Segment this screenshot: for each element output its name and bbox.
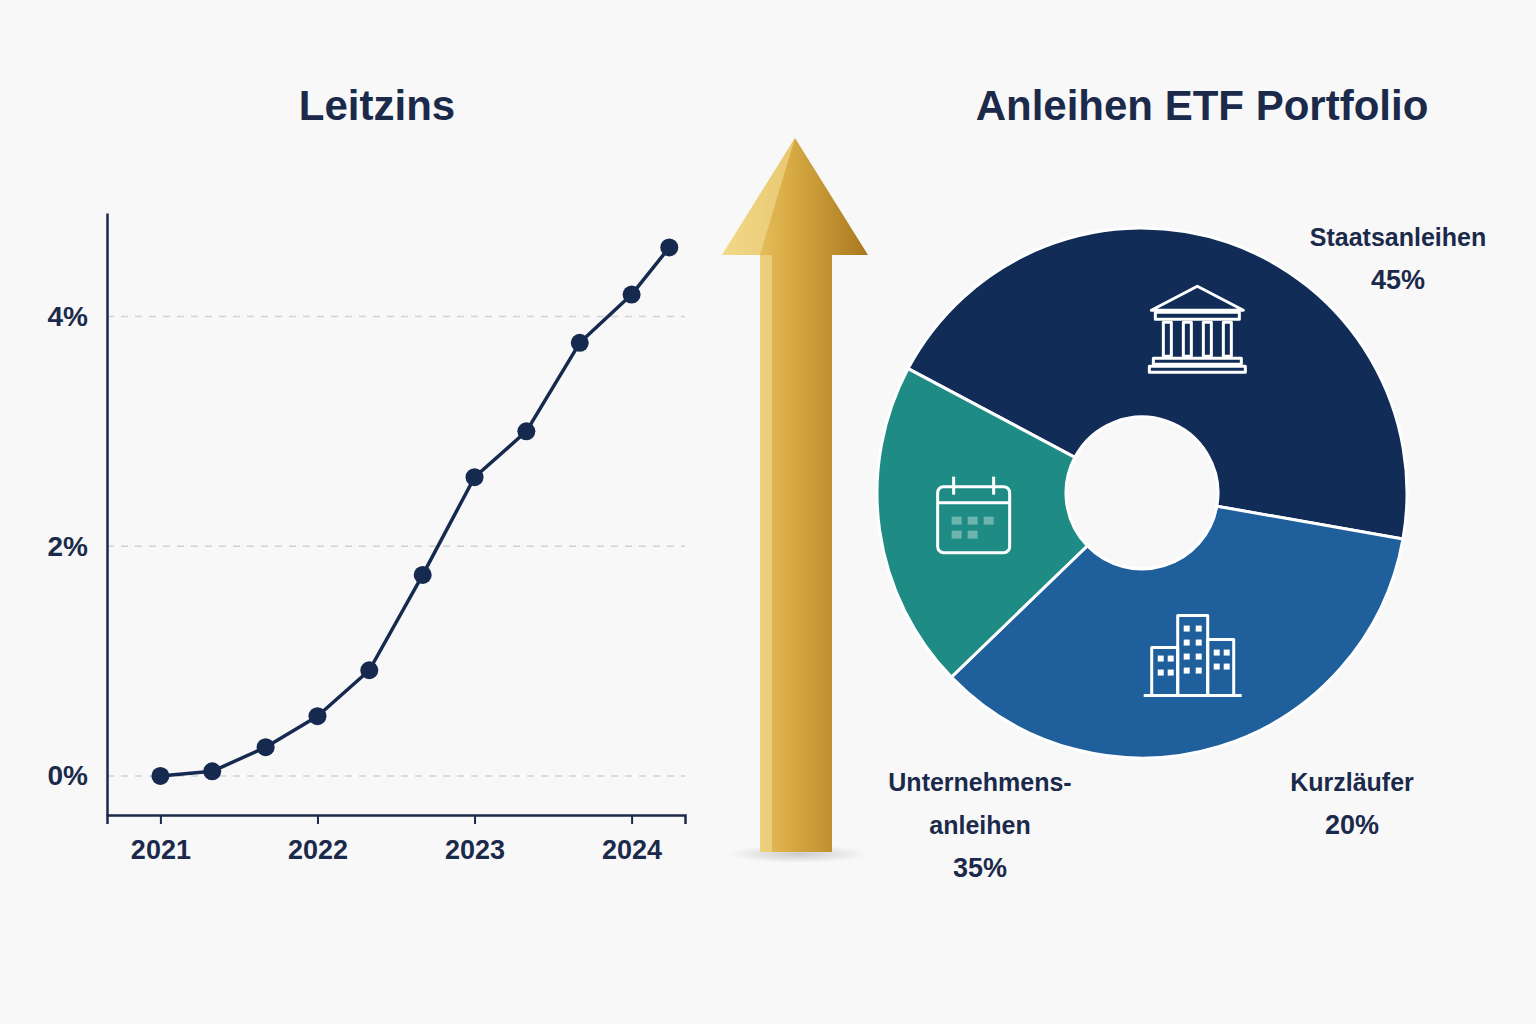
- slice-name-line: Kurzläufer: [1290, 768, 1414, 796]
- x-tick-label: 2022: [288, 835, 348, 865]
- y-axis: 0% 2% 4%: [48, 214, 108, 816]
- grid: [107, 316, 685, 776]
- x-tick: 2022: [288, 815, 348, 865]
- y-tick: 2%: [48, 531, 107, 562]
- x-tick-mark: [317, 815, 319, 824]
- slice-icon: [1144, 616, 1242, 696]
- x-tick-label: 2024: [602, 835, 662, 865]
- y-tick-label: 0%: [48, 760, 89, 791]
- y-tick-label: 2%: [48, 531, 89, 562]
- rate-point: [623, 286, 641, 304]
- rate-point: [151, 767, 169, 785]
- x-tick-mark: [631, 815, 633, 824]
- y-axis-line: [106, 214, 109, 816]
- x-tick: 2023: [445, 815, 505, 865]
- x-tick-label: 2021: [131, 835, 191, 865]
- arrow-highlight: [722, 138, 795, 852]
- x-tick-mark: [474, 815, 476, 824]
- y-tick: 0%: [48, 760, 107, 791]
- chart-title: Leitzins: [299, 82, 455, 129]
- slice-value: 35%: [953, 853, 1007, 883]
- rate-point: [257, 738, 275, 756]
- slice-value: 45%: [1371, 265, 1425, 295]
- chart-canvas: Leitzins 0% 2% 4% 2021 2022 2023 2024 Anleihen E…: [0, 0, 1536, 1024]
- rate-line: [160, 247, 669, 775]
- rate-point: [414, 566, 432, 584]
- grid-line: [107, 545, 685, 547]
- y-tick: 4%: [48, 301, 107, 332]
- chart-title: Anleihen ETF Portfolio: [976, 82, 1429, 129]
- slice-name-line: Unternehmens-: [888, 768, 1071, 796]
- arrow-body: [722, 138, 868, 852]
- slice-icon: [938, 477, 1010, 553]
- slice-name: Staatsanleihen: [1310, 223, 1486, 251]
- rate-point: [203, 762, 221, 780]
- y-tick-label: 4%: [48, 301, 89, 332]
- x-tick: 2024: [602, 815, 662, 865]
- slice-name-line: anleihen: [929, 811, 1030, 839]
- x-tick: 2021: [131, 815, 191, 865]
- x-axis: 2021 2022 2023 2024: [108, 815, 686, 865]
- grid-line: [107, 316, 685, 318]
- donut: [877, 228, 1407, 758]
- donut-slice: [877, 369, 1087, 677]
- x-tick-mark: [160, 815, 162, 824]
- plot-area: [151, 238, 678, 784]
- slice-name: Unternehmens-anleihen: [888, 768, 1071, 839]
- slice-name-line: Staatsanleihen: [1310, 223, 1486, 251]
- rate-point: [517, 422, 535, 440]
- arrow: [722, 138, 868, 863]
- background: [0, 0, 1536, 1024]
- grid-line: [107, 775, 685, 777]
- rate-point: [308, 707, 326, 725]
- rate-point: [466, 468, 484, 486]
- rate-point: [360, 661, 378, 679]
- rate-point: [571, 334, 589, 352]
- slice-name: Kurzläufer: [1290, 768, 1414, 796]
- data-labels: Staatsanleihen 45% Unternehmens-anleihen 35…: [888, 223, 1486, 883]
- x-tick-label: 2023: [445, 835, 505, 865]
- rate-point: [660, 238, 678, 256]
- x-axis-line: [108, 816, 686, 825]
- slice-icon: [1149, 286, 1245, 372]
- slice-value: 20%: [1325, 810, 1379, 840]
